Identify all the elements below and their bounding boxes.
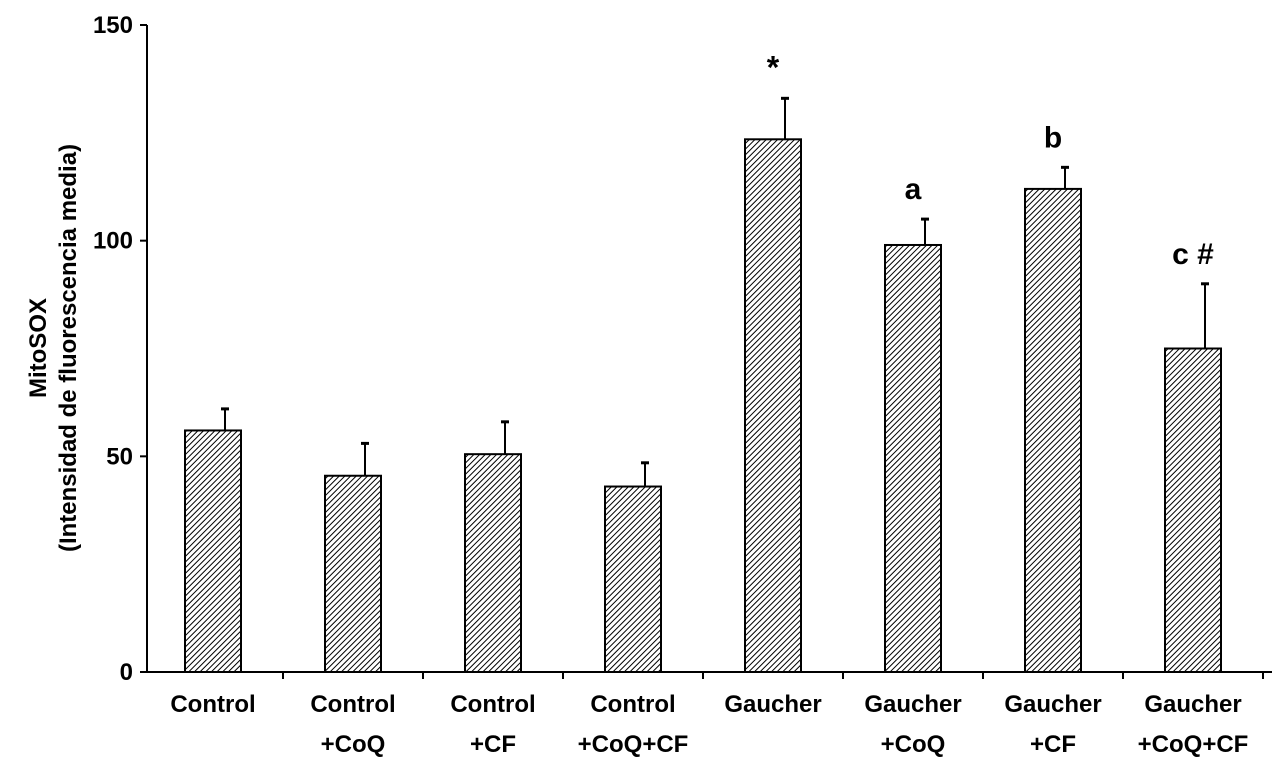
- y-tick-label: 150: [93, 12, 133, 39]
- bar: [745, 139, 801, 672]
- category-label: Gaucher +CoQ: [864, 691, 961, 758]
- bar: [185, 430, 241, 672]
- bars-group: [185, 98, 1221, 672]
- y-axis-title-line: (Intensidad de fluorescencia media): [55, 144, 82, 552]
- category-label-line: Gaucher: [864, 691, 961, 718]
- significance-label: *: [767, 49, 780, 85]
- significance-label: a: [905, 173, 922, 206]
- category-label-line: +CF: [1030, 731, 1076, 758]
- y-tick-label: 0: [120, 659, 133, 686]
- category-label-line: Control: [310, 691, 395, 718]
- y-tick-label: 50: [106, 443, 133, 470]
- category-label-line: +CoQ: [881, 731, 946, 758]
- category-label-line: Gaucher: [724, 691, 821, 718]
- bar: [465, 454, 521, 672]
- category-label-line: +CF: [470, 731, 516, 758]
- significance-label: c #: [1172, 238, 1214, 271]
- category-label-line: +CoQ+CF: [578, 731, 689, 758]
- y-axis-title-line: MitoSOX: [25, 298, 52, 398]
- bar: [605, 487, 661, 672]
- category-label-line: Gaucher: [1004, 691, 1101, 718]
- bar: [1025, 189, 1081, 672]
- category-label: Gaucher +CF: [1004, 691, 1101, 758]
- significance-label: b: [1044, 121, 1062, 154]
- category-label-line: Control: [450, 691, 535, 718]
- category-label: Control +CF: [450, 691, 535, 758]
- category-label-line: Control: [590, 691, 675, 718]
- category-label: Control +CoQ: [310, 691, 395, 758]
- bar: [325, 476, 381, 672]
- bar: [885, 245, 941, 672]
- category-label-line: +CoQ: [321, 731, 386, 758]
- y-tick-label: 100: [93, 228, 133, 255]
- category-label-line: Gaucher: [1144, 691, 1241, 718]
- category-label: Gaucher: [724, 691, 821, 718]
- category-label: Gaucher +CoQ+CF: [1138, 691, 1249, 758]
- category-label-line: Control: [170, 691, 255, 718]
- bar: [1165, 349, 1221, 673]
- category-label: Control +CoQ+CF: [578, 691, 689, 758]
- category-label-line: +CoQ+CF: [1138, 731, 1249, 758]
- y-axis-title: MitoSOX(Intensidad de fluorescencia medi…: [25, 144, 82, 552]
- category-label: Control: [170, 691, 255, 718]
